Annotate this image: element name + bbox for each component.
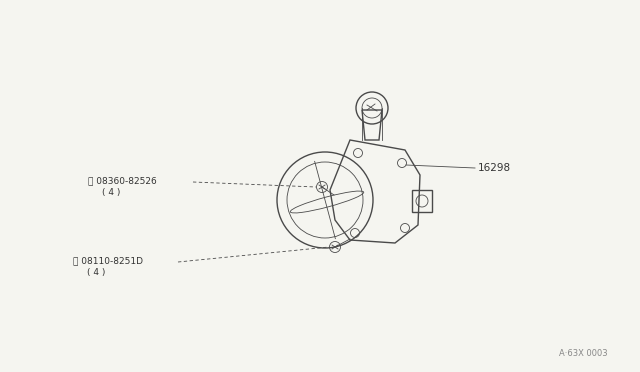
Text: ( 4 ): ( 4 )	[87, 269, 106, 278]
Text: Ⓑ 08110-8251D: Ⓑ 08110-8251D	[73, 257, 143, 266]
Text: Ⓢ 08360-82526: Ⓢ 08360-82526	[88, 176, 157, 186]
Text: 16298: 16298	[478, 163, 511, 173]
Text: ( 4 ): ( 4 )	[102, 189, 120, 198]
Text: A·63X 0003: A·63X 0003	[559, 349, 608, 358]
